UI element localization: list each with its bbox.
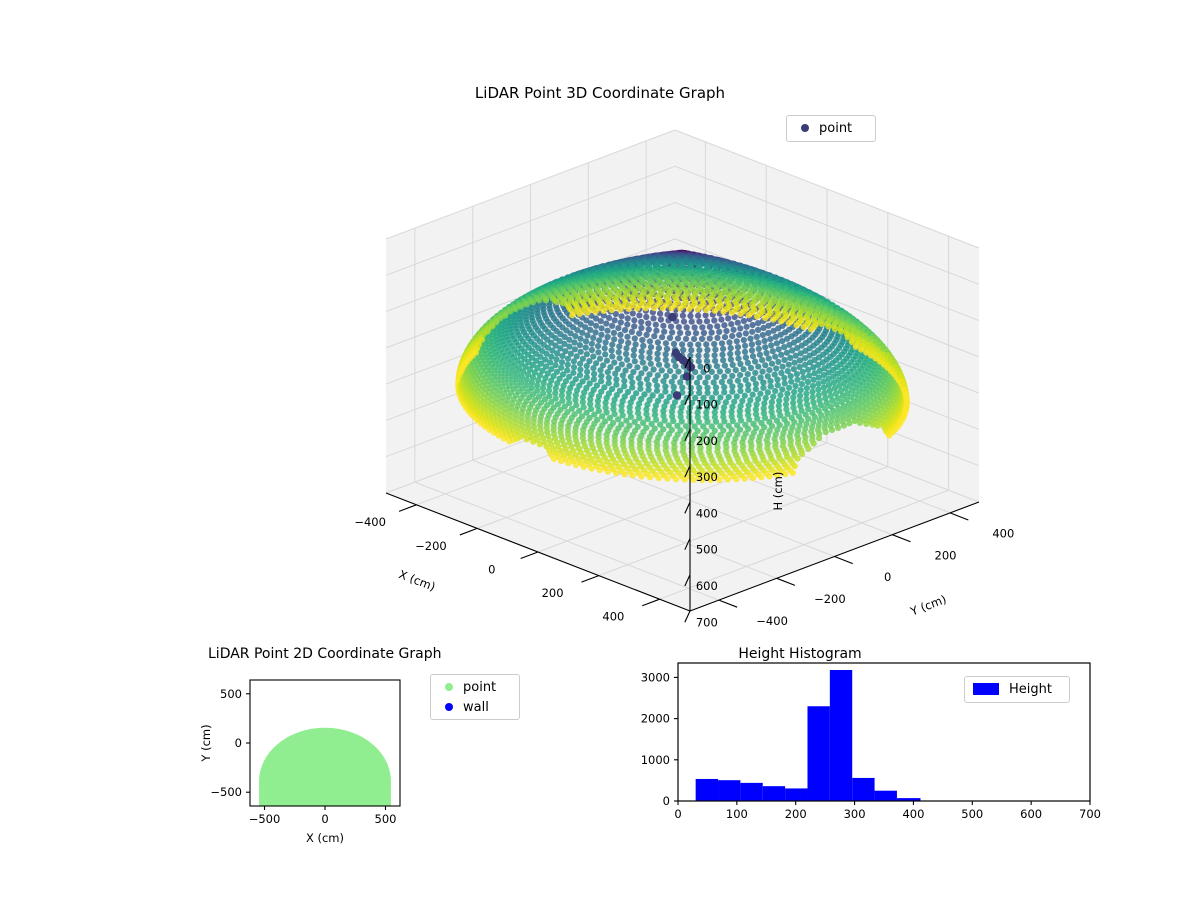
wall-marker-icon <box>445 703 453 711</box>
svg-text:500: 500 <box>375 812 397 826</box>
svg-text:500: 500 <box>961 807 983 821</box>
svg-text:X (cm): X (cm) <box>306 831 344 845</box>
svg-text:500: 500 <box>220 687 242 701</box>
histogram-legend: Height <box>964 676 1070 703</box>
svg-text:400: 400 <box>992 527 1014 541</box>
plot3d-canvas: −400 −200 0 200 400 X (cm) −400 −200 0 200 400 Y (c… <box>354 129 1014 629</box>
legend-label-point: point <box>819 120 853 136</box>
svg-text:200: 200 <box>696 434 718 448</box>
svg-text:−500: −500 <box>249 812 281 826</box>
svg-text:−200: −200 <box>415 539 447 553</box>
legend-entry-wall-2d: wall <box>431 697 519 717</box>
height-patch-icon <box>973 683 999 695</box>
point-marker-icon <box>801 124 809 132</box>
legend-label-wall-2d: wall <box>463 699 489 715</box>
svg-text:0: 0 <box>674 807 681 821</box>
legend-entry-height: Height <box>965 679 1069 699</box>
svg-text:200: 200 <box>542 586 564 600</box>
plot3d-legend: point <box>786 115 876 142</box>
svg-text:700: 700 <box>696 615 718 629</box>
svg-text:400: 400 <box>902 807 924 821</box>
svg-text:3000: 3000 <box>641 670 670 684</box>
svg-text:200: 200 <box>935 548 957 562</box>
svg-text:300: 300 <box>844 807 866 821</box>
svg-text:400: 400 <box>696 506 718 520</box>
svg-text:100: 100 <box>696 398 718 412</box>
svg-text:300: 300 <box>696 470 718 484</box>
svg-text:−400: −400 <box>354 515 386 529</box>
svg-text:600: 600 <box>696 579 718 593</box>
svg-text:X (cm): X (cm) <box>397 567 438 594</box>
svg-text:0: 0 <box>235 736 242 750</box>
legend-label-height: Height <box>1009 681 1052 697</box>
svg-text:600: 600 <box>1020 807 1042 821</box>
point-marker-icon <box>445 683 453 691</box>
svg-text:0: 0 <box>884 570 891 584</box>
svg-text:500: 500 <box>696 543 718 557</box>
legend-label-point-2d: point <box>463 679 497 695</box>
legend-entry-point-2d: point <box>431 677 519 697</box>
svg-text:−500: −500 <box>210 785 242 799</box>
legend-entry-point: point <box>787 118 875 138</box>
svg-text:0: 0 <box>663 794 670 808</box>
plot2d-canvas: −500 0 500 −500 0 500 X (cm) Y (cm) <box>199 679 401 845</box>
histogram-title: Height Histogram <box>738 646 862 662</box>
svg-text:−200: −200 <box>814 592 846 606</box>
svg-text:100: 100 <box>726 807 748 821</box>
plot2d-title: LiDAR Point 2D Coordinate Graph <box>208 646 442 662</box>
svg-text:400: 400 <box>602 610 624 624</box>
histogram-canvas: 0 100 200 300 400 500 600 700 0 1000 2000 3000 <box>641 662 1101 821</box>
svg-text:200: 200 <box>785 807 807 821</box>
svg-text:2000: 2000 <box>641 712 670 726</box>
svg-text:Y (cm): Y (cm) <box>199 724 213 762</box>
plot3d-title: LiDAR Point 3D Coordinate Graph <box>474 84 726 102</box>
svg-text:H (cm): H (cm) <box>771 472 785 511</box>
svg-text:0: 0 <box>488 562 495 576</box>
svg-text:−400: −400 <box>756 614 788 628</box>
svg-text:1000: 1000 <box>641 753 670 767</box>
svg-text:Y (cm): Y (cm) <box>908 592 949 619</box>
plot2d-legend: point wall <box>430 674 520 720</box>
svg-text:700: 700 <box>1079 807 1101 821</box>
svg-text:0: 0 <box>703 361 710 375</box>
svg-text:0: 0 <box>321 812 328 826</box>
